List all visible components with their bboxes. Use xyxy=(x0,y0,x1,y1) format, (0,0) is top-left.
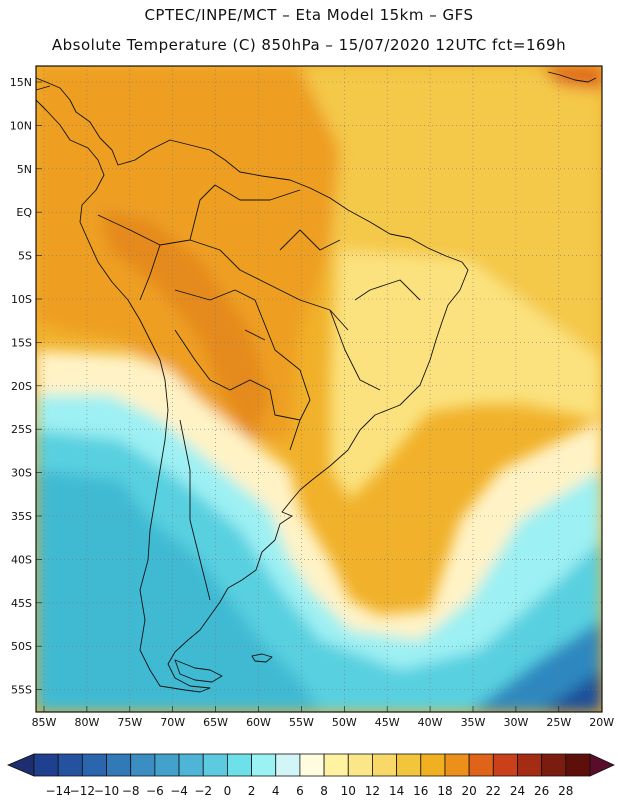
colorbar-swatch xyxy=(396,753,422,777)
colorbar-label: −8 xyxy=(122,784,140,798)
lat-label: 35S xyxy=(11,510,32,523)
south-america-coast xyxy=(35,77,469,693)
colorbar-label: −2 xyxy=(194,784,212,798)
lon-label: 30W xyxy=(503,716,528,729)
colorbar-label: 14 xyxy=(389,784,404,798)
lon-label: 45W xyxy=(375,716,400,729)
colorbar-swatch xyxy=(468,753,494,777)
lat-label: 10S xyxy=(11,293,32,306)
colorbar-swatch xyxy=(202,753,228,777)
field-navy xyxy=(540,670,602,712)
field-mild-band xyxy=(36,350,602,650)
lat-label: 20S xyxy=(11,380,32,393)
field-deep-blue xyxy=(470,620,602,712)
colorbar-swatch xyxy=(565,753,591,777)
lon-label: 85W xyxy=(32,716,57,729)
colorbar-swatch xyxy=(130,753,156,777)
colorbar-swatch xyxy=(57,753,83,777)
lon-label: 35W xyxy=(461,716,486,729)
colorbar-label: 6 xyxy=(296,784,304,798)
colorbar-label: 4 xyxy=(272,784,280,798)
lon-label: 55W xyxy=(289,716,314,729)
colorbar-label: −4 xyxy=(170,784,188,798)
colorbar-swatch xyxy=(299,753,325,777)
colorbar-swatch xyxy=(275,753,301,777)
country-borders xyxy=(97,184,421,601)
colorbar-swatch xyxy=(154,753,180,777)
colorbar-swatch xyxy=(106,753,132,777)
lat-label: EQ xyxy=(16,206,32,219)
colorbar-swatch xyxy=(541,753,567,777)
map-subtitle: Absolute Temperature (C) 850hPa – 15/07/… xyxy=(51,36,567,54)
colorbar-swatch xyxy=(347,753,373,777)
tierra-del-fuego xyxy=(174,659,223,683)
field-hot-ne-corner xyxy=(540,66,602,90)
colorbar-label: 8 xyxy=(320,784,328,798)
lat-label: 10N xyxy=(10,119,32,132)
colorbar-label: 2 xyxy=(248,784,256,798)
colorbar-label: −6 xyxy=(146,784,164,798)
lon-label: 25W xyxy=(546,716,571,729)
lon-label: 40W xyxy=(418,716,443,729)
colorbar-swatch xyxy=(33,753,59,777)
map-title: CPTEC/INPE/MCT – Eta Model 15km – GFS xyxy=(144,6,474,24)
colorbar-swatch xyxy=(251,753,277,777)
colorbar-label: 22 xyxy=(486,784,501,798)
lon-label: 50W xyxy=(332,716,357,729)
plot-frame xyxy=(35,65,603,713)
lat-label: 45S xyxy=(11,597,32,610)
colorbar-swatch xyxy=(81,753,107,777)
colorbar-label: 20 xyxy=(461,784,476,798)
colorbar-label: −14 xyxy=(46,784,71,798)
colorbar-under-arrow xyxy=(6,753,35,777)
lat-label: 15N xyxy=(10,76,32,89)
field-warm-light xyxy=(330,250,602,500)
lon-label: 60W xyxy=(246,716,271,729)
colorbar-swatch xyxy=(226,753,252,777)
field-cool-band xyxy=(36,395,602,680)
colorbar-label: 24 xyxy=(510,784,525,798)
lon-label: 65W xyxy=(203,716,228,729)
field-extreme-andes xyxy=(100,210,270,440)
lat-label: 5N xyxy=(17,163,32,176)
colorbar-swatch xyxy=(492,753,518,777)
lon-label: 75W xyxy=(117,716,142,729)
lat-label: 5S xyxy=(18,250,32,263)
lon-label: 70W xyxy=(160,716,185,729)
colorbar-label: −10 xyxy=(94,784,119,798)
field-deep-cold xyxy=(36,470,320,712)
lon-label: 80W xyxy=(74,716,99,729)
colorbar-label: 12 xyxy=(365,784,380,798)
colorbar-label: 18 xyxy=(437,784,452,798)
colorbar-swatch xyxy=(444,753,470,777)
colorbar-swatch xyxy=(372,753,398,777)
colorbar-over-arrow xyxy=(589,753,615,777)
caribbean-islands xyxy=(35,71,597,91)
temperature-field xyxy=(36,66,602,712)
colorbar-swatch xyxy=(420,753,446,777)
colorbar-swatch xyxy=(323,753,349,777)
lat-label: 25S xyxy=(11,423,32,436)
coastlines xyxy=(35,71,597,693)
colorbar-swatch xyxy=(178,753,204,777)
latitude-labels: 15N 10N 5N EQ 5S 10S 15S 20S 25S 30S 35S 40S 45S 50S 5… xyxy=(10,76,33,697)
lat-label: 50S xyxy=(11,640,32,653)
lat-label: 30S xyxy=(11,467,32,480)
colorbar-label: 16 xyxy=(413,784,428,798)
lat-label: 40S xyxy=(11,553,32,566)
colorbar-swatch xyxy=(517,753,543,777)
longitude-labels: 85W 80W 75W 70W 65W 60W 55W 50W 45W 40W 35W 30W 25W 2… xyxy=(32,716,615,729)
colorbar-label: −12 xyxy=(70,784,95,798)
lat-label: 55S xyxy=(11,684,32,697)
colorbar-label: 26 xyxy=(534,784,549,798)
colorbar-label: 10 xyxy=(341,784,356,798)
colorbar-label: 0 xyxy=(224,784,232,798)
lon-label: 20W xyxy=(589,716,614,729)
falkland-islands xyxy=(251,653,273,663)
lat-label: 15S xyxy=(11,336,32,349)
colorbar: −14−12−10 −8 −6 −4 −2 0 2 4 6 8 10 12 14 16 18 20 22 24 26… xyxy=(6,753,615,798)
colorbar-label: 28 xyxy=(558,784,573,798)
